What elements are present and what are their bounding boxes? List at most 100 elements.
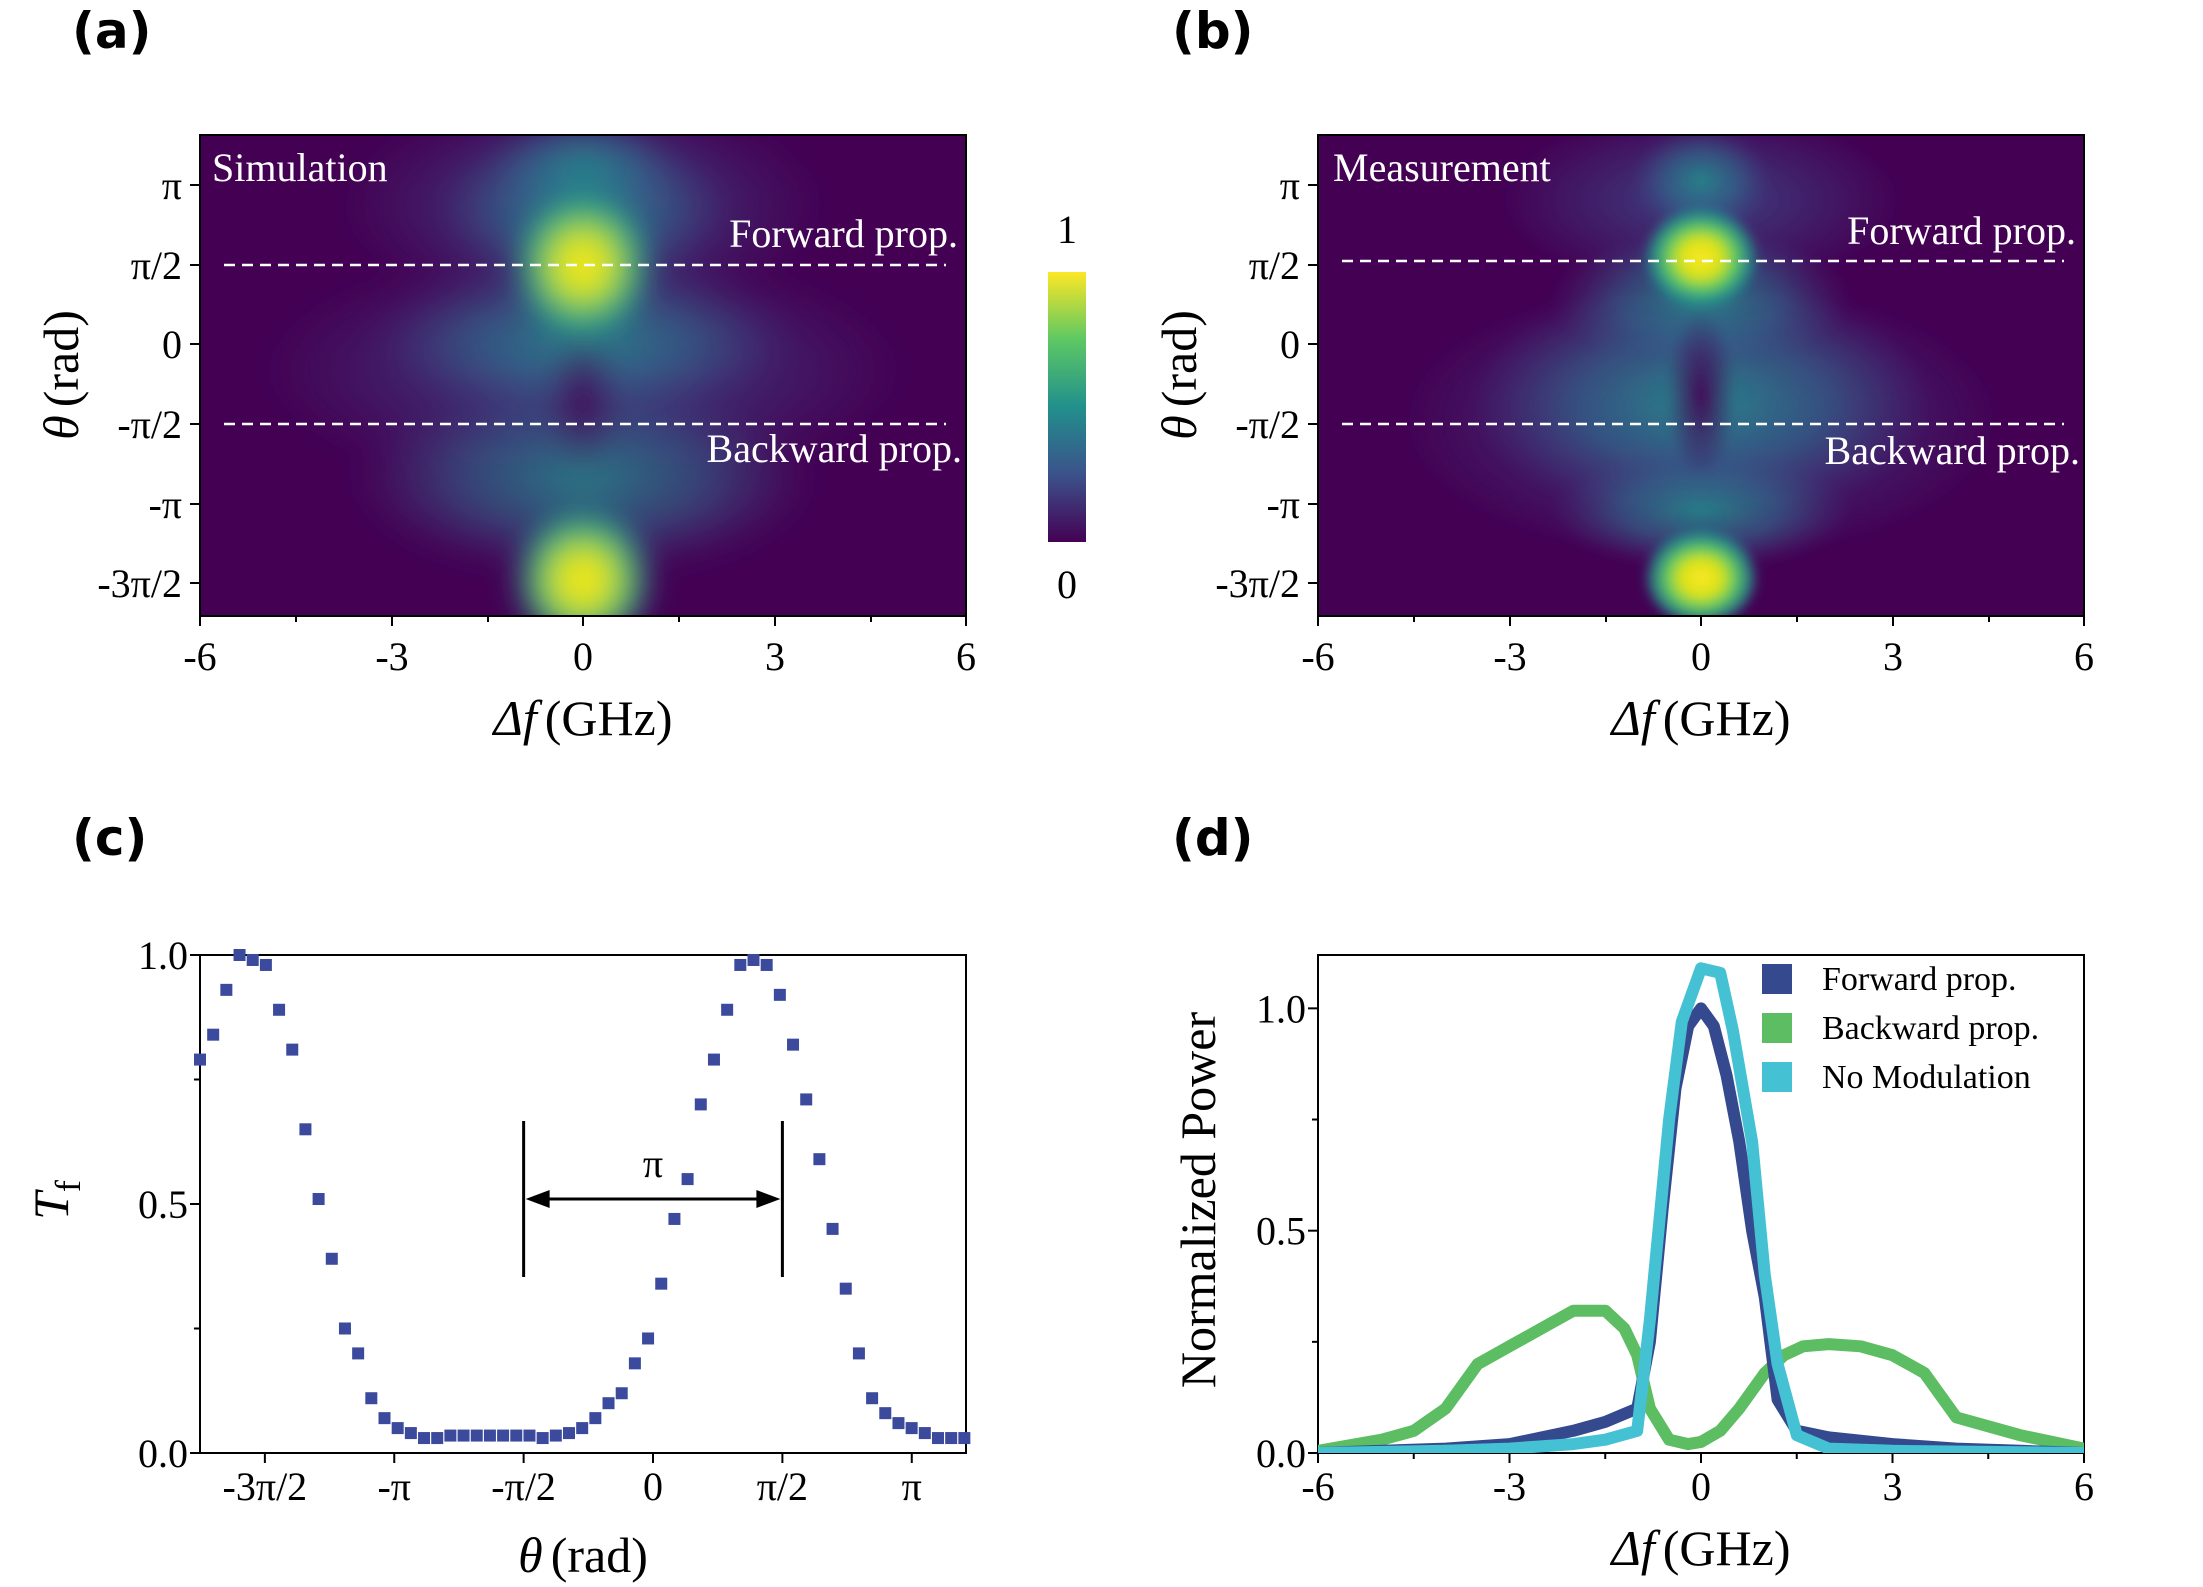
ytick-labels-a: π π/2 0 -π/2 -π -3π/2	[97, 163, 182, 606]
backward-prop-label-b: Backward prop.	[1825, 428, 2080, 473]
panel-label-a: (a)	[72, 2, 151, 60]
xtick-labels-a: -6 -3 0 3 6	[183, 634, 976, 679]
y-axis-label-a: θ(rad)	[33, 310, 89, 440]
data-point	[945, 1432, 958, 1445]
data-point	[536, 1432, 549, 1445]
ytick-labels-c: 0.0 0.5 1.0	[138, 933, 188, 1476]
data-point	[246, 953, 259, 966]
data-point	[549, 1429, 562, 1442]
xtick-labels-b: -6 -3 0 3 6	[1301, 634, 2094, 679]
data-point	[418, 1432, 431, 1445]
data-point	[721, 1003, 734, 1016]
legend-swatch-forward	[1762, 964, 1792, 994]
xtick-label: 3	[1883, 634, 1903, 679]
ytick-label: -π	[1266, 482, 1300, 527]
xtick-label: -π/2	[491, 1464, 556, 1509]
legend-d: Forward prop. Backward prop. No Modulati…	[1762, 961, 2039, 1096]
xtick-label: 0	[1691, 1464, 1711, 1509]
x-axis-label-b: Δf (GHz)	[1610, 690, 1791, 746]
data-point	[497, 1429, 510, 1442]
data-point	[510, 1429, 523, 1442]
data-point	[562, 1427, 575, 1440]
ticks-b	[1308, 184, 2085, 626]
xtick-labels-c: -3π/2 -π -π/2 0 π/2 π	[223, 1464, 922, 1509]
xtick-label: π/2	[757, 1464, 808, 1509]
series-d	[1318, 962, 2084, 1453]
data-point	[826, 1222, 839, 1235]
series-forward-prop	[1318, 1002, 2084, 1453]
colorbar-min-label: 0	[1057, 562, 1077, 607]
data-point	[760, 958, 773, 971]
ytick-label: -π	[148, 482, 182, 527]
data-point	[747, 953, 760, 966]
xtick-label: -π	[377, 1464, 411, 1509]
data-point	[299, 1123, 312, 1136]
annotation-measurement: Measurement	[1333, 145, 1551, 190]
ytick-label: 1.0	[138, 933, 188, 978]
panel-c: π -3π/2 -π -π/2 0 π/2 π 0.0 0.5 1.0 θ (ra…	[23, 933, 971, 1583]
data-point	[866, 1392, 879, 1405]
xtick-label: -3	[375, 634, 408, 679]
legend-label-forward: Forward prop.	[1822, 961, 2017, 998]
ytick-label: -π/2	[117, 402, 182, 447]
data-point	[352, 1347, 365, 1360]
xtick-label: 6	[2074, 1464, 2094, 1509]
xtick-label: -3π/2	[223, 1464, 308, 1509]
xtick-label: -3	[1493, 634, 1526, 679]
ytick-label: 0.0	[1256, 1431, 1306, 1476]
data-point	[602, 1397, 615, 1410]
xtick-labels-d: -6 -3 0 3 6	[1301, 1464, 2094, 1509]
colorbar-max-label: 1	[1057, 207, 1077, 252]
ytick-labels-b: π π/2 0 -π/2 -π -3π/2	[1215, 163, 1300, 606]
ytick-label: π/2	[1249, 243, 1300, 288]
xtick-label: 6	[2074, 634, 2094, 679]
data-point	[958, 1432, 971, 1445]
ytick-label: -3π/2	[1215, 561, 1300, 606]
data-point	[879, 1407, 892, 1420]
data-point	[655, 1277, 668, 1290]
scatter-points-c	[194, 949, 971, 1445]
data-point	[194, 1053, 206, 1066]
ytick-label: 0	[162, 322, 182, 367]
ytick-label: 0.5	[1256, 1209, 1306, 1254]
arrow-pi-label: π	[643, 1141, 663, 1186]
data-point	[523, 1429, 536, 1442]
data-point	[615, 1387, 628, 1400]
data-point	[259, 958, 272, 971]
series-no-modulation	[1318, 962, 2084, 1453]
y-axis-label-b: θ(rad)	[1151, 310, 1207, 440]
xtick-label: -6	[1301, 1464, 1334, 1509]
xtick-label: 0	[1691, 634, 1711, 679]
panel-b: Measurement Forward prop. Backward prop.…	[1151, 134, 2094, 746]
data-point	[734, 958, 747, 971]
data-point	[892, 1417, 905, 1430]
data-point	[800, 1093, 813, 1106]
xtick-label: -3	[1493, 1464, 1526, 1509]
ytick-label: 0	[1280, 322, 1300, 367]
xtick-label: -6	[183, 634, 216, 679]
ticks-a	[190, 184, 967, 626]
data-point	[839, 1282, 852, 1295]
heatmap-b	[1318, 135, 2084, 616]
forward-prop-label-b: Forward prop.	[1847, 208, 2076, 253]
data-point	[905, 1422, 918, 1435]
annotation-simulation: Simulation	[212, 145, 388, 190]
data-point	[286, 1043, 299, 1056]
data-point	[694, 1098, 707, 1111]
xtick-label: 3	[765, 634, 785, 679]
xtick-label: π	[902, 1464, 922, 1509]
data-point	[931, 1432, 944, 1445]
legend-swatch-no-modulation	[1762, 1062, 1792, 1092]
ytick-label: -π/2	[1235, 402, 1300, 447]
data-point	[404, 1427, 417, 1440]
panel-label-b: (b)	[1172, 2, 1254, 60]
ytick-label: 1.0	[1256, 986, 1306, 1031]
data-point	[589, 1412, 602, 1425]
data-point	[431, 1432, 444, 1445]
data-point	[628, 1357, 641, 1370]
ytick-label: π/2	[131, 243, 182, 288]
heatmap-a-blobs	[263, 135, 903, 616]
panel-label-c: (c)	[72, 809, 147, 867]
xtick-label: 6	[956, 634, 976, 679]
data-point	[642, 1332, 655, 1345]
